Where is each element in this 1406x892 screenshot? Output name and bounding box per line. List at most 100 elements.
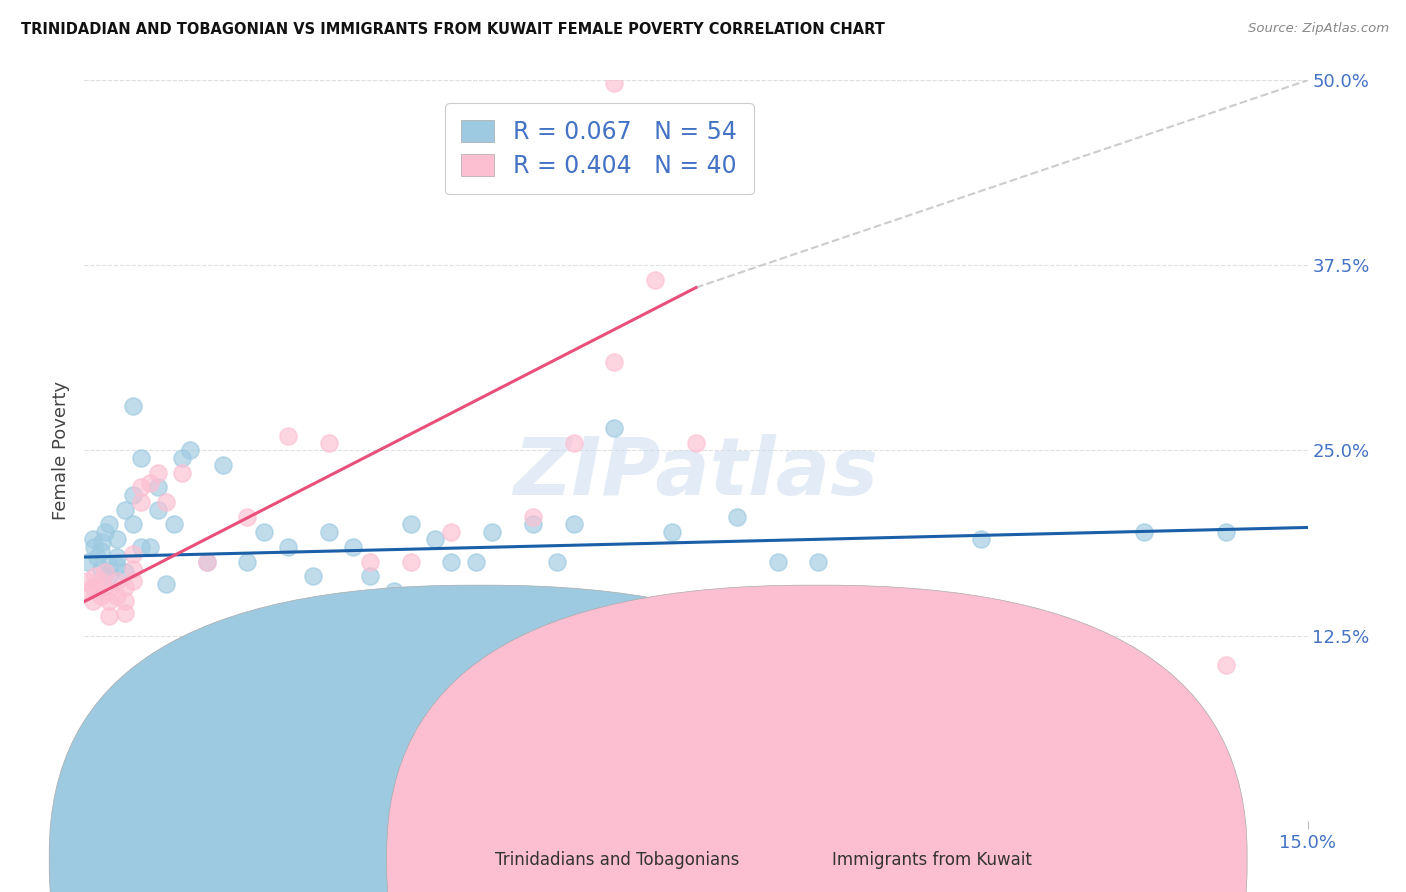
Point [93,565,115,579]
Point [90,589,112,603]
Point [122,488,145,502]
Point [114,502,136,516]
Text: Trinidadians and Tobagonians: Trinidadians and Tobagonians [427,867,672,885]
Point [155,576,177,591]
Point [114,607,136,621]
Point [138,476,160,491]
Point [83,540,105,554]
Text: ZIPatlas: ZIPatlas [513,434,879,512]
Point [97,517,120,532]
Point [546,555,568,569]
Point [131,540,153,554]
Point [114,594,136,608]
Point [82,533,104,547]
Text: Trinidadians and Tobagonians: Trinidadians and Tobagonians [495,851,740,869]
Point [97,594,120,608]
Point [105,550,128,565]
Point [122,399,145,413]
Point [253,524,276,539]
Point [481,643,503,657]
Point [90,544,112,558]
Y-axis label: Female Poverty: Female Poverty [52,381,70,520]
Point [603,354,626,368]
Point [399,517,422,532]
Point [131,495,153,509]
Point [195,555,218,569]
Point [603,421,626,435]
Point [122,574,145,588]
Text: TRINIDADIAN AND TOBAGONIAN VS IMMIGRANTS FROM KUWAIT FEMALE POVERTY CORRELATION : TRINIDADIAN AND TOBAGONIAN VS IMMIGRANTS… [21,22,884,37]
Point [76,574,98,588]
Point [97,569,120,583]
Point [522,510,544,524]
Point [807,555,830,569]
Point [77,555,100,569]
Point [399,555,422,569]
Point [562,517,585,532]
Point [179,443,201,458]
Point [86,580,108,594]
Point [122,562,145,576]
Point [661,524,683,539]
Point [1215,524,1237,539]
Point [77,584,100,599]
Text: Immigrants from Kuwait: Immigrants from Kuwait [832,851,1032,869]
Point [114,565,136,579]
Point [440,555,463,569]
Point [131,450,153,465]
Point [277,428,299,442]
Point [90,574,112,588]
Text: Source: ZipAtlas.com: Source: ZipAtlas.com [1249,22,1389,36]
Point [644,273,666,287]
Point [423,533,446,547]
Point [122,517,145,532]
Point [122,547,145,561]
Point [318,524,340,539]
Point [114,580,136,594]
Point [522,517,544,532]
Point [172,466,194,480]
Point [382,584,405,599]
Point [93,524,115,539]
Point [146,502,169,516]
Point [91,535,114,549]
Point [562,436,585,450]
Point [212,458,235,473]
Point [146,466,169,480]
Point [301,569,323,583]
Point [97,558,120,573]
Point [766,555,789,569]
Point [86,550,108,565]
Point [105,574,128,588]
Point [440,524,463,539]
Point [163,517,186,532]
Point [155,495,177,509]
Point [82,594,104,608]
Point [82,580,104,594]
Point [1133,524,1156,539]
Point [146,480,169,494]
Text: Immigrants from Kuwait: Immigrants from Kuwait [742,867,942,885]
Point [172,450,194,465]
Point [359,555,381,569]
Point [84,569,107,583]
Point [195,555,218,569]
Point [464,555,486,569]
Point [342,540,364,554]
Point [603,76,626,90]
Point [105,533,128,547]
Point [970,533,993,547]
Point [105,589,128,603]
Point [236,510,259,524]
Point [97,609,120,624]
Point [105,558,128,573]
Point [359,569,381,583]
Point [90,562,112,576]
Point [131,480,153,494]
Point [725,510,748,524]
Point [236,555,259,569]
Point [1215,658,1237,673]
Point [685,436,707,450]
Point [318,436,340,450]
Legend: R = 0.067   N = 54, R = 0.404   N = 40: R = 0.067 N = 54, R = 0.404 N = 40 [444,103,754,194]
